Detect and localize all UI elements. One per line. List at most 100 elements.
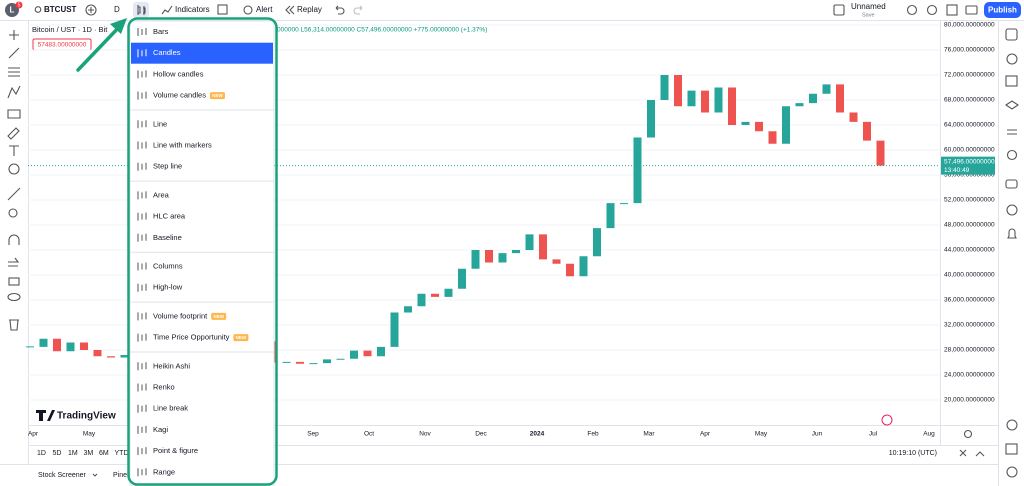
brush[interactable] <box>7 127 20 140</box>
emoji[interactable] <box>8 163 20 175</box>
candle-icon <box>137 5 146 15</box>
fullscreen[interactable] <box>946 4 958 16</box>
tree[interactable] <box>1006 419 1018 431</box>
data-window[interactable] <box>1005 75 1018 87</box>
menu-item[interactable]: Time Price Opportunity <box>153 333 230 342</box>
candle <box>107 356 115 358</box>
measure[interactable] <box>7 187 21 201</box>
add-symbol[interactable] <box>85 4 97 16</box>
menu-item[interactable]: Range <box>153 467 175 476</box>
redo[interactable] <box>353 5 363 15</box>
text-tool[interactable] <box>9 145 19 156</box>
replay[interactable]: Replay <box>297 5 322 14</box>
range-button[interactable]: 1D <box>37 450 46 457</box>
layout-name[interactable]: Unnamed <box>851 2 886 11</box>
layout-icon[interactable] <box>833 4 845 16</box>
menu-item[interactable]: Hollow candles <box>153 69 204 78</box>
magnet[interactable] <box>8 234 20 245</box>
alerts[interactable] <box>1006 53 1018 65</box>
axis-settings[interactable] <box>963 429 973 439</box>
indicators[interactable]: Indicators <box>175 5 210 14</box>
new-badge <box>233 334 249 342</box>
calendar-panel[interactable] <box>1005 443 1018 455</box>
templates-icon[interactable] <box>217 4 228 15</box>
y-tick-label: 76,000.00000000 <box>944 47 995 54</box>
menu-item[interactable]: Line with markers <box>153 140 212 149</box>
menu-item[interactable]: HLC area <box>153 212 186 221</box>
menu-item[interactable]: Kagi <box>153 425 168 434</box>
visibility[interactable] <box>7 292 21 302</box>
menu-icon <box>137 120 147 129</box>
candle <box>809 93 817 104</box>
logo-mark <box>36 410 55 421</box>
symbol[interactable]: BTCUST <box>44 5 77 14</box>
calendar[interactable] <box>1007 129 1017 135</box>
badge-count: 5 <box>18 3 21 9</box>
y-tick-label: 24,000.00000000 <box>944 372 995 379</box>
publish-button[interactable] <box>984 2 1021 18</box>
trash[interactable] <box>9 319 19 331</box>
candle <box>647 100 655 138</box>
new-badge-label: NEW <box>212 93 223 98</box>
snapshot[interactable] <box>965 5 978 15</box>
undo[interactable] <box>335 5 345 15</box>
layers[interactable] <box>1005 100 1019 110</box>
x-tick-label: Aug <box>923 431 935 438</box>
interval[interactable]: D <box>114 5 120 14</box>
candle <box>93 350 102 357</box>
menu-item[interactable]: Line <box>153 119 167 128</box>
menu-item[interactable]: Volume candles <box>153 91 206 100</box>
alert[interactable]: Alert <box>256 5 273 14</box>
x-tick-label: Dec <box>475 431 487 438</box>
menu-item[interactable]: Line break <box>153 404 188 413</box>
range-button[interactable]: 1M <box>68 450 78 457</box>
zoom[interactable] <box>8 208 18 218</box>
menu-item[interactable]: Columns <box>153 261 183 270</box>
menu-item[interactable]: Renko <box>153 382 175 391</box>
menu-item[interactable]: Point & figure <box>153 446 198 455</box>
menu-item[interactable]: Candles <box>153 48 181 57</box>
compare[interactable] <box>959 449 967 457</box>
menu-item[interactable]: Bars <box>153 27 169 36</box>
new-badge <box>211 312 227 320</box>
candle <box>417 293 426 307</box>
help[interactable] <box>1006 466 1018 478</box>
menu-item[interactable]: Step line <box>153 162 182 171</box>
menu-item[interactable]: Baseline <box>153 233 182 242</box>
notifications[interactable] <box>1007 228 1017 239</box>
fib[interactable] <box>8 67 20 77</box>
menu-item[interactable]: Volume footprint <box>153 311 208 320</box>
range-button[interactable]: 3M <box>84 450 94 457</box>
range-button[interactable]: YTD <box>115 450 129 457</box>
stay-drawing[interactable] <box>8 257 20 267</box>
indicators-icon <box>161 5 173 15</box>
range-button[interactable]: 5D <box>53 450 62 457</box>
menu-item[interactable]: Area <box>153 190 170 199</box>
event-marker[interactable] <box>881 414 893 426</box>
projection[interactable] <box>7 109 21 119</box>
avatar[interactable] <box>5 3 19 17</box>
candle <box>768 131 777 144</box>
crosshair[interactable] <box>9 30 19 40</box>
menu-item[interactable]: Heikin Ashi <box>153 361 190 370</box>
menu-item[interactable]: High-low <box>153 283 183 292</box>
patterns[interactable] <box>7 85 21 99</box>
settings[interactable] <box>926 4 938 16</box>
collapse[interactable] <box>975 451 985 457</box>
watchlist[interactable] <box>1005 28 1018 41</box>
bottom-tab[interactable]: Pine <box>113 472 127 479</box>
menu-icon <box>137 233 147 242</box>
chart-type-button[interactable] <box>133 2 149 18</box>
chat[interactable] <box>1005 179 1018 189</box>
quick-search[interactable] <box>906 4 918 16</box>
range-button[interactable]: 6M <box>99 450 109 457</box>
menu-item-selected[interactable] <box>131 42 273 64</box>
lock[interactable] <box>8 277 20 286</box>
ideas[interactable] <box>1006 149 1018 161</box>
trend-line[interactable] <box>8 47 20 59</box>
x-tick-label: Apr <box>700 431 711 438</box>
bottom-tab[interactable]: Stock Screener <box>38 472 87 479</box>
replay-icon <box>285 5 295 15</box>
streams[interactable] <box>1006 204 1018 216</box>
